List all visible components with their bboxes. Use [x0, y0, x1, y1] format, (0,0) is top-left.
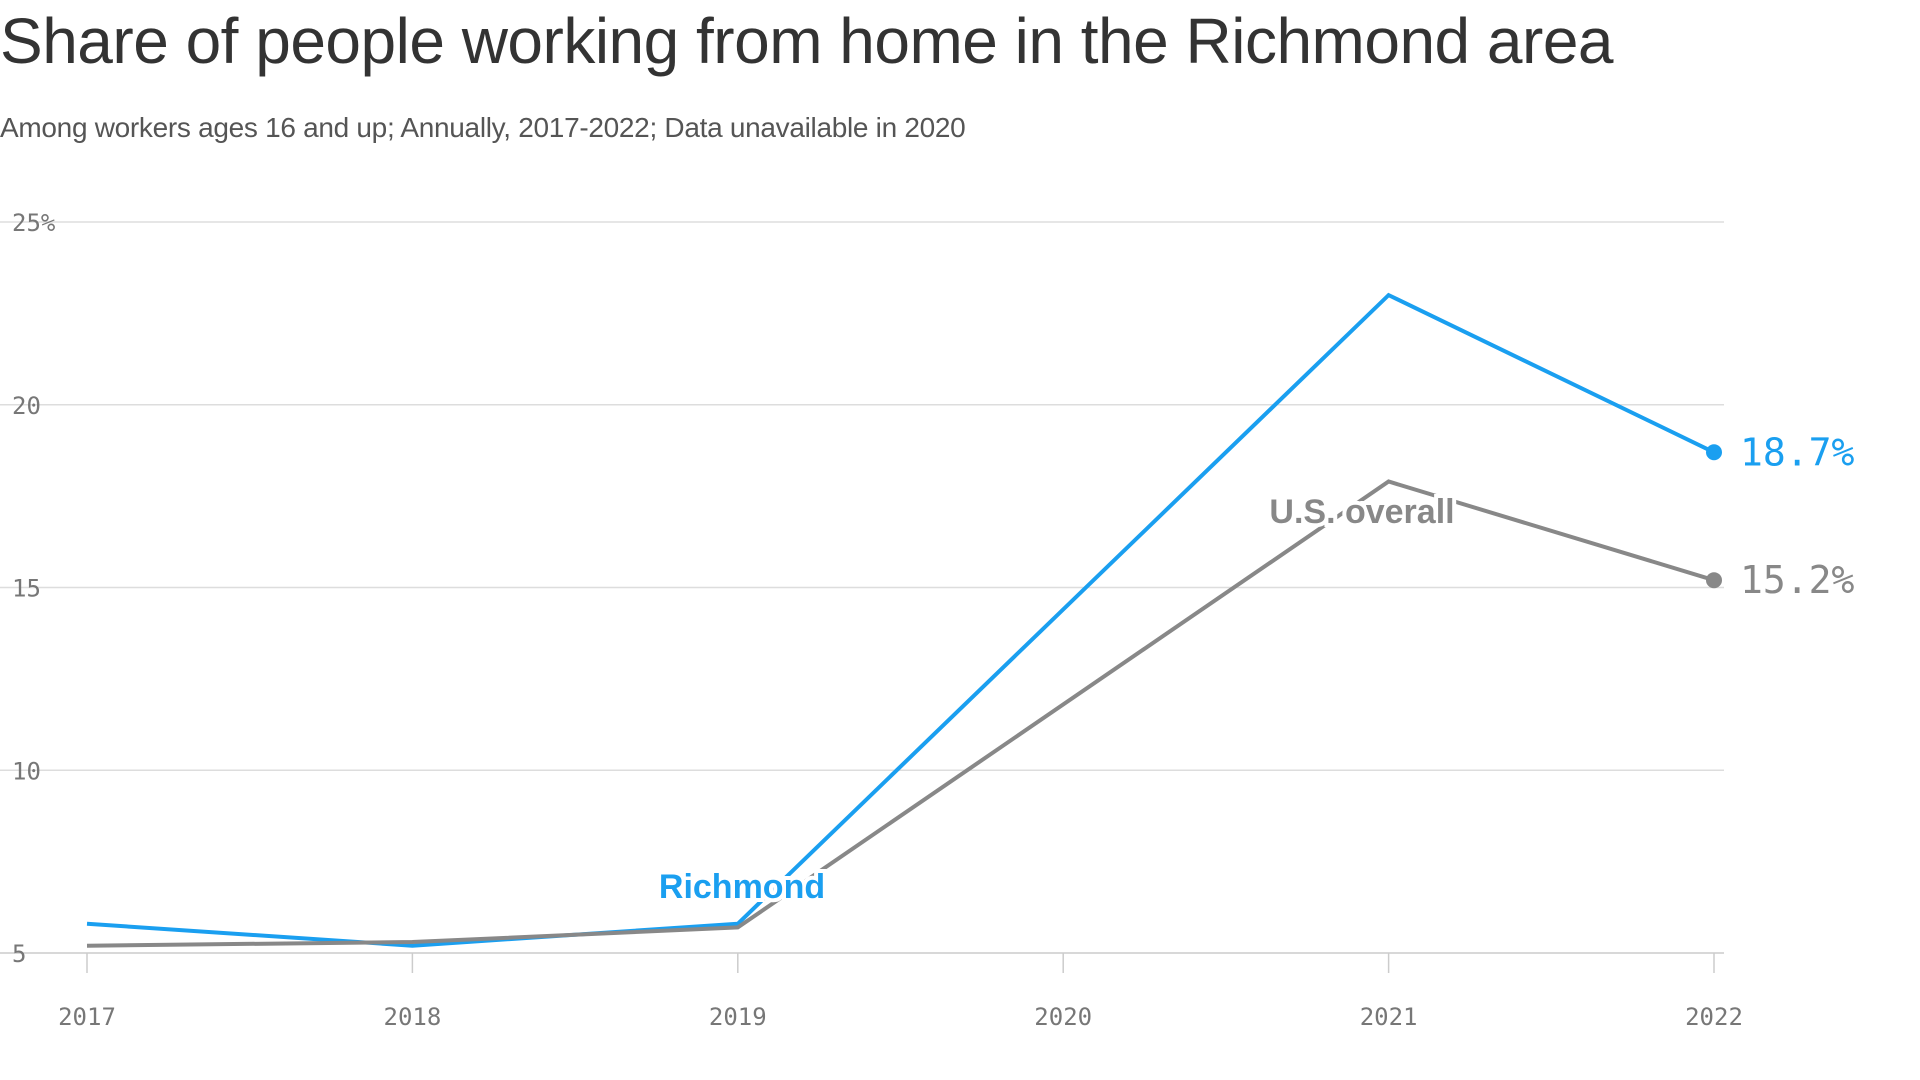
chart-title: Share of people working from home in the… [0, 5, 1614, 77]
gridlines [0, 221, 1724, 954]
end-value-label-us-overall: 15.2% [1740, 558, 1855, 602]
series-line-richmond [86, 292, 1715, 948]
series-label-richmond: Richmond [659, 868, 825, 906]
data-point-us-overall-2022 [1706, 572, 1722, 589]
x-tick-label-2017: 2017 [58, 1003, 116, 1031]
x-tick-label-2022: 2022 [1685, 1003, 1743, 1031]
y-tick-label-20: 20 [12, 392, 41, 420]
series-line-us-overall [86, 479, 1715, 948]
series-labels: 18.7% 15.2% Richmond U.S. overall [655, 430, 1855, 910]
y-tick-label-25: 25% [12, 209, 56, 237]
end-value-label-richmond: 18.7% [1740, 430, 1855, 474]
chart-subtitle: Among workers ages 16 and up; Annually, … [0, 112, 966, 143]
x-tick-label-2019: 2019 [709, 1003, 767, 1031]
series-label-us-overall: U.S. overall [1269, 493, 1454, 531]
data-point-richmond-2022 [1706, 444, 1722, 461]
y-axis-ticks: 25% 20 15 10 5 [12, 209, 56, 968]
x-tick-label-2018: 2018 [384, 1003, 442, 1031]
series-lines [86, 292, 1722, 948]
x-tick-label-2021: 2021 [1360, 1003, 1418, 1031]
x-tick-label-2020: 2020 [1034, 1003, 1092, 1031]
y-tick-label-15: 15 [12, 575, 41, 603]
x-axis-ticks: 2017 2018 2019 2020 2021 2022 [58, 953, 1743, 1031]
y-tick-label-10: 10 [12, 757, 41, 785]
y-tick-label-5: 5 [12, 940, 26, 968]
